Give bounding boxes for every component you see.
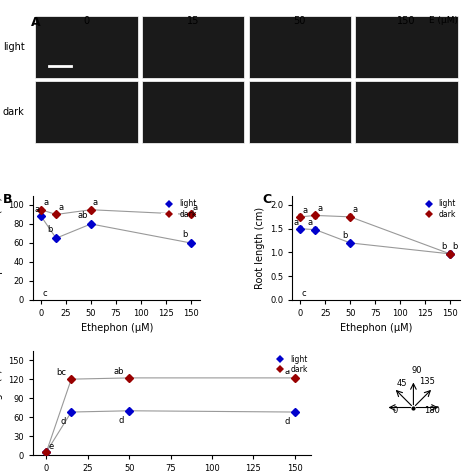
FancyBboxPatch shape bbox=[142, 16, 245, 78]
Text: b: b bbox=[48, 226, 53, 234]
Text: e: e bbox=[48, 442, 54, 451]
Text: d: d bbox=[119, 416, 124, 425]
Text: 135: 135 bbox=[419, 377, 435, 386]
Legend: light, dark: light, dark bbox=[421, 200, 456, 219]
X-axis label: Ethephon (μM): Ethephon (μM) bbox=[340, 323, 412, 333]
FancyBboxPatch shape bbox=[355, 81, 457, 143]
Text: a: a bbox=[318, 204, 322, 213]
Text: a: a bbox=[285, 367, 290, 376]
Text: b: b bbox=[182, 230, 188, 239]
Text: c: c bbox=[42, 289, 47, 298]
Text: 180: 180 bbox=[424, 406, 440, 415]
Text: a: a bbox=[302, 206, 308, 215]
Text: 150: 150 bbox=[397, 16, 416, 26]
Text: ab: ab bbox=[114, 367, 124, 376]
Text: b: b bbox=[441, 242, 447, 251]
Text: b: b bbox=[452, 243, 457, 252]
Y-axis label: Root angle (°): Root angle (°) bbox=[0, 369, 3, 437]
Text: d: d bbox=[61, 417, 66, 426]
Text: c: c bbox=[301, 289, 306, 298]
Text: B: B bbox=[3, 193, 13, 206]
FancyBboxPatch shape bbox=[355, 16, 457, 78]
Text: a: a bbox=[93, 198, 98, 207]
Text: a: a bbox=[352, 205, 357, 214]
Text: a: a bbox=[43, 198, 48, 207]
FancyBboxPatch shape bbox=[248, 81, 351, 143]
FancyBboxPatch shape bbox=[35, 81, 137, 143]
Text: C: C bbox=[263, 193, 272, 206]
Text: bc: bc bbox=[56, 368, 66, 377]
Text: 0: 0 bbox=[392, 406, 398, 415]
Text: E (μM): E (μM) bbox=[428, 16, 457, 25]
FancyBboxPatch shape bbox=[142, 81, 245, 143]
Text: dark: dark bbox=[3, 107, 25, 117]
Legend: light, dark: light, dark bbox=[273, 355, 308, 374]
Text: A: A bbox=[31, 16, 41, 28]
Text: d: d bbox=[284, 417, 290, 426]
Text: a: a bbox=[192, 202, 198, 211]
Text: b: b bbox=[342, 231, 347, 240]
FancyBboxPatch shape bbox=[248, 16, 351, 78]
Text: ab: ab bbox=[77, 211, 88, 220]
Text: 0: 0 bbox=[83, 16, 90, 26]
Legend: light, dark: light, dark bbox=[162, 200, 197, 219]
Text: 50: 50 bbox=[293, 16, 306, 26]
Text: a: a bbox=[293, 218, 299, 227]
Text: a: a bbox=[34, 204, 39, 213]
X-axis label: Ethephon (μM): Ethephon (μM) bbox=[81, 323, 153, 333]
FancyBboxPatch shape bbox=[35, 16, 137, 78]
Text: 45: 45 bbox=[396, 379, 407, 388]
Y-axis label: Root length (cm): Root length (cm) bbox=[255, 207, 265, 289]
Y-axis label: Root penetration (%): Root penetration (%) bbox=[0, 197, 3, 299]
Text: a: a bbox=[58, 202, 63, 211]
Text: 15: 15 bbox=[187, 16, 200, 26]
Text: 90: 90 bbox=[411, 366, 422, 375]
Text: light: light bbox=[3, 42, 25, 52]
Text: a: a bbox=[307, 218, 312, 227]
